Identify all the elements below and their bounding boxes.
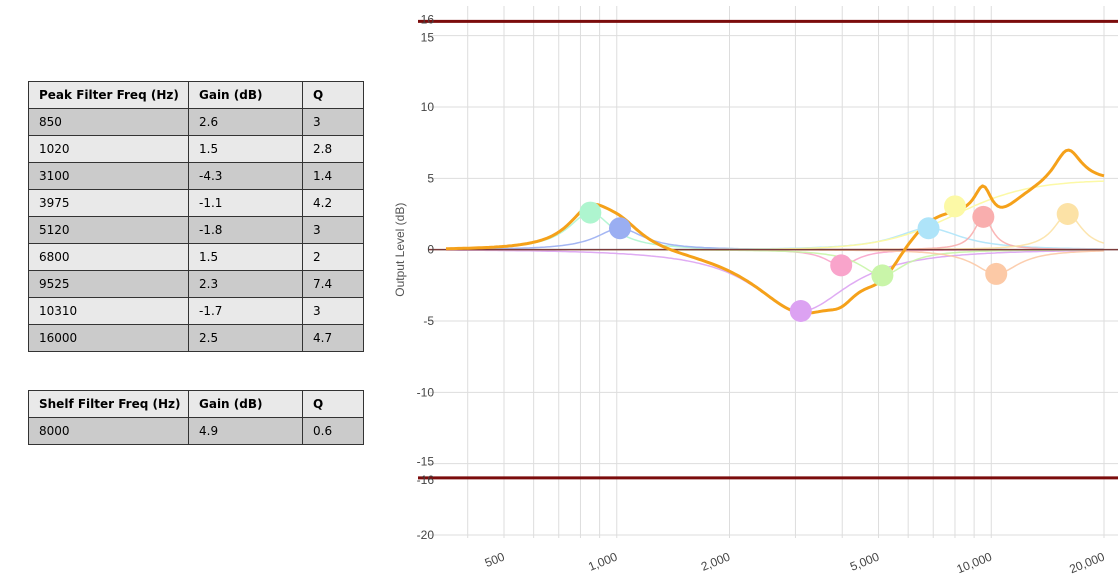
- x-tick-label: 5,000: [848, 549, 881, 573]
- x-tick-label: 1,000: [586, 549, 619, 573]
- table-row: 8000 4.9 0.6: [28, 417, 364, 445]
- table-cell: 16000: [28, 324, 189, 352]
- table-row: 3100 -4.3 1.4: [28, 162, 364, 190]
- y-tick-label: 0: [427, 243, 434, 257]
- table-row: 1020 1.5 2.8: [28, 135, 364, 163]
- table-header-row: Peak Filter Freq (Hz) Gain (dB) Q: [28, 81, 364, 109]
- peak-filter-handle[interactable]: [830, 254, 853, 277]
- table-cell: 850: [28, 108, 189, 136]
- column-header: Gain (dB): [188, 390, 303, 418]
- shelf-filter-table: Shelf Filter Freq (Hz) Gain (dB) Q 8000 4…: [28, 390, 364, 445]
- y-tick-label: -16: [417, 473, 435, 487]
- x-tick-label: 20,000: [1067, 549, 1107, 576]
- y-tick-label: -20: [417, 528, 435, 542]
- peak-filter-handle[interactable]: [871, 264, 894, 287]
- peak-filter-handle[interactable]: [789, 300, 812, 323]
- shelf-filter-handle[interactable]: [943, 195, 966, 218]
- table-row: 5120 -1.8 3: [28, 216, 364, 244]
- table-cell: -1.1: [188, 189, 303, 217]
- table-cell: 1020: [28, 135, 189, 163]
- table-cell: 2.5: [188, 324, 303, 352]
- table-cell: 4.7: [302, 324, 364, 352]
- x-tick-label: 500: [483, 549, 507, 570]
- y-tick-label: 16: [421, 12, 435, 26]
- peak-filter-handle[interactable]: [1056, 203, 1079, 226]
- table-cell: 3: [302, 216, 364, 244]
- table-cell: 4.9: [188, 417, 303, 445]
- y-axis-title: Output Level (dB): [393, 203, 407, 297]
- table-cell: 3975: [28, 189, 189, 217]
- x-tick-label: 10,000: [955, 549, 995, 576]
- table-cell: -4.3: [188, 162, 303, 190]
- total-response-curve: [446, 148, 1105, 315]
- table-header-row: Shelf Filter Freq (Hz) Gain (dB) Q: [28, 390, 364, 418]
- y-tick-label: 15: [421, 31, 435, 45]
- table-row: 16000 2.5 4.7: [28, 324, 364, 352]
- table-cell: 3100: [28, 162, 189, 190]
- table-cell: 8000: [28, 417, 189, 445]
- table-cell: 0.6: [302, 417, 364, 445]
- peak-filter-handle[interactable]: [579, 201, 602, 224]
- table-cell: 3: [302, 108, 364, 136]
- table-cell: 2: [302, 243, 364, 271]
- table-cell: 2.6: [188, 108, 303, 136]
- peak-filter-handle[interactable]: [917, 217, 940, 240]
- table-row: 10310 -1.7 3: [28, 297, 364, 325]
- table-row: 850 2.6 3: [28, 108, 364, 136]
- peak-filter-table: Peak Filter Freq (Hz) Gain (dB) Q 850 2.6…: [28, 81, 364, 352]
- y-tick-label: 5: [427, 171, 434, 185]
- table-cell: 10310: [28, 297, 189, 325]
- x-tick-label: 2,000: [699, 549, 732, 573]
- table-cell: 6800: [28, 243, 189, 271]
- y-tick-label: -10: [417, 385, 435, 399]
- table-cell: 5120: [28, 216, 189, 244]
- table-cell: 2.3: [188, 270, 303, 298]
- column-header: Peak Filter Freq (Hz): [28, 81, 189, 109]
- y-tick-label: -5: [423, 314, 434, 328]
- filter-response-curve: [446, 213, 1105, 251]
- column-header: Q: [302, 390, 364, 418]
- table-cell: -1.8: [188, 216, 303, 244]
- y-tick-label: -15: [417, 455, 435, 469]
- peak-filter-handle[interactable]: [972, 205, 995, 228]
- peak-filter-handle[interactable]: [608, 217, 631, 240]
- filter-response-curve: [445, 211, 1104, 251]
- y-tick-label: 10: [421, 100, 435, 114]
- table-cell: 2.8: [302, 135, 364, 163]
- table-cell: 1.4: [302, 162, 364, 190]
- table-row: 3975 -1.1 4.2: [28, 189, 364, 217]
- table-cell: 4.2: [302, 189, 364, 217]
- peak-filter-handle[interactable]: [985, 262, 1008, 285]
